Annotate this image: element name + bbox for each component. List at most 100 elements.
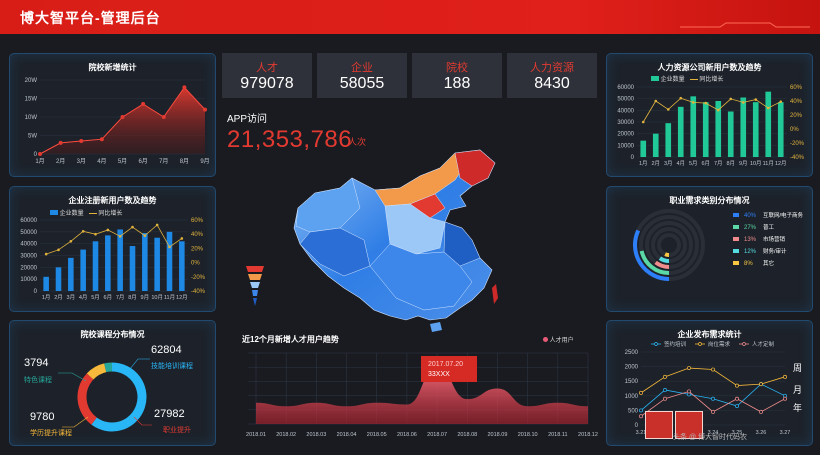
series-point: [639, 408, 643, 413]
trend-line: [46, 224, 183, 255]
app-title: 博大智平台-管理后台: [20, 10, 161, 26]
bar: [117, 229, 123, 291]
map-legend-item: [246, 266, 264, 272]
x-tick-label: 1月: [639, 160, 648, 167]
legend-yoy: 同比增长: [699, 77, 724, 83]
y2-tick-label: -40%: [191, 289, 206, 295]
china-map[interactable]: [240, 148, 570, 338]
trend-point: [81, 230, 85, 233]
stat-card-company[interactable]: 企业 58055: [317, 53, 407, 98]
legend-marker: [654, 342, 658, 346]
map-region-tibet[interactable]: [299, 227, 371, 277]
x-tick-label: 3.27: [780, 430, 791, 436]
period-char-week[interactable]: 周: [793, 363, 803, 373]
watermark-seal: [675, 411, 703, 439]
y-tick-label: 10000: [617, 143, 634, 149]
trend-point: [679, 96, 683, 100]
course-label-1: 技能培训课程: [151, 363, 193, 370]
trend-point: [704, 101, 708, 105]
area-fill: [256, 367, 588, 424]
x-tick-label: 4月: [97, 158, 106, 165]
bar: [55, 267, 62, 291]
data-point: [120, 115, 125, 119]
series-point: [735, 396, 739, 401]
legend-label: 签约培训: [664, 340, 687, 348]
donut-slice: [77, 373, 97, 425]
trend-point: [155, 223, 159, 227]
school-growth-title: 院校新增统计: [88, 63, 137, 72]
legend-label: 人才定制: [752, 340, 775, 348]
y-tick-label: 2500: [625, 350, 639, 356]
bar: [690, 96, 697, 157]
map-region-south[interactable]: [369, 243, 473, 311]
x-tick-label: 9月: [200, 158, 209, 165]
tooltip-value: 33XXX: [428, 371, 450, 378]
legend-swatch: [733, 237, 739, 241]
course-value-2: 9780: [30, 411, 55, 423]
y-tick-label: 30000: [20, 254, 37, 260]
x-tick-label: 2018.07: [427, 432, 447, 438]
hr-users-title: 人力资源公司新用户数及趋势: [657, 63, 762, 72]
legend-percent: 12%: [744, 249, 757, 255]
x-tick-label: 1月: [42, 294, 51, 301]
data-point: [79, 139, 84, 144]
watermark-text: 头条 @ 博大智时代码农: [673, 434, 747, 441]
legend-line-swatch: [689, 78, 698, 80]
y2-tick-label: 0%: [191, 261, 200, 267]
trend-point: [641, 120, 645, 124]
series-point: [663, 396, 667, 401]
demand-release-title: 企业发布需求统计: [677, 330, 742, 339]
header-decoration: [680, 22, 810, 28]
company-users-title: 企业注册新用户数及趋势: [68, 196, 157, 205]
y-tick-label: 20W: [25, 78, 38, 84]
period-char-month[interactable]: 月: [793, 385, 803, 395]
legend-label: 岗位需求: [708, 340, 731, 348]
map-region-xinjiang[interactable]: [295, 177, 361, 233]
hr-users-legend: 企业数量 同比增长: [651, 74, 723, 83]
trend-point: [654, 99, 658, 103]
stat-value: 188: [443, 75, 471, 92]
y-tick-label: 10000: [20, 277, 37, 283]
x-tick-label: 2018.01: [246, 432, 266, 438]
legend-percent: 8%: [744, 261, 753, 267]
map-region-taiwan[interactable]: [492, 284, 498, 304]
legend-label: 互联网/电子商务: [763, 211, 804, 219]
y-tick-label: 40000: [20, 242, 37, 248]
bar: [715, 101, 722, 157]
series-point: [639, 390, 643, 395]
bar: [92, 241, 99, 291]
series-line: [640, 367, 786, 394]
x-tick-label: 4月: [79, 294, 88, 301]
bar: [129, 246, 136, 291]
legend-label: 普工: [763, 223, 775, 231]
series-point: [687, 366, 691, 371]
y-tick-label: 5W: [28, 134, 37, 140]
x-tick-label: 1月: [35, 158, 44, 165]
top-header: 博大智平台-管理后台: [0, 0, 820, 34]
legend-swatch: [733, 261, 739, 265]
course-dist-title: 院校课程分布情况: [80, 330, 145, 339]
legend-talent-users: 人才用户: [549, 338, 574, 344]
y2-tick-label: 20%: [790, 113, 803, 119]
y-tick-label: 0: [34, 289, 38, 295]
legend-company-count: 企业数量: [59, 211, 84, 217]
trend-point: [180, 237, 184, 240]
y2-tick-label: 60%: [191, 218, 204, 224]
legend-percent: 13%: [744, 237, 757, 243]
stat-card-hr[interactable]: 人力资源 8430: [507, 53, 597, 98]
ring-track: [657, 233, 681, 257]
talent-tooltip: 2017.07.20 33XXX: [421, 356, 477, 382]
stat-label: 院校: [446, 62, 468, 74]
trend-point: [716, 108, 720, 112]
y2-tick-label: -20%: [790, 141, 805, 147]
y-tick-label: 30000: [617, 120, 634, 126]
period-char-year[interactable]: 年: [793, 403, 803, 413]
stat-card-school[interactable]: 院校 188: [412, 53, 502, 98]
x-tick-label: 2018.11: [548, 432, 567, 438]
trend-point: [106, 228, 110, 232]
map-region-hainan[interactable]: [430, 322, 442, 332]
stat-card-talent[interactable]: 人才 979078: [222, 53, 312, 98]
donut-slice: [91, 362, 147, 432]
series-point: [711, 396, 715, 401]
map-region-northeast[interactable]: [454, 149, 496, 187]
